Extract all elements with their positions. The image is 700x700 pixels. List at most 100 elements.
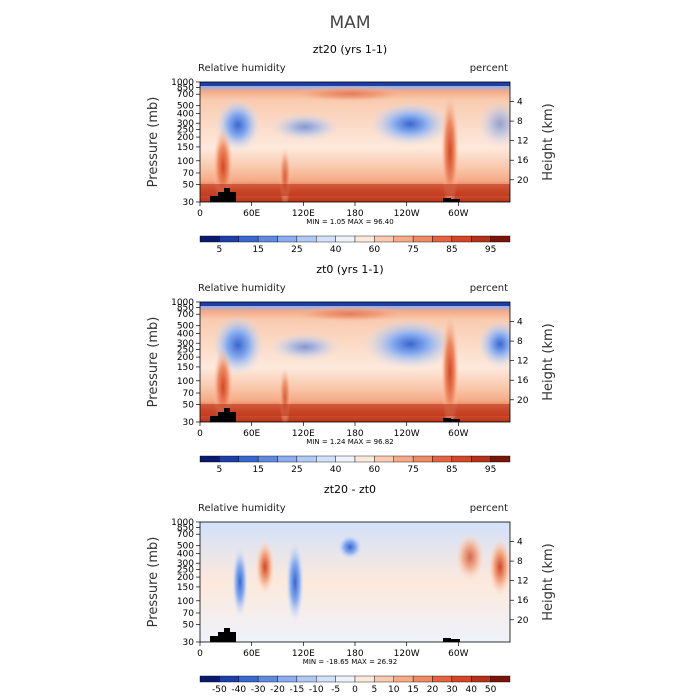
plot-area: 0 60E 120E 180 120W 60W1000850700500400300250… (171, 518, 529, 659)
colorbar-swatch (412, 455, 433, 463)
colorbar-label: 30 (446, 685, 458, 695)
colorbar-label: 40 (330, 465, 342, 475)
colorbar-label: 95 (485, 465, 496, 475)
y-tick-label: 500 (177, 102, 194, 112)
dry-region-pacific-w (270, 113, 340, 141)
upper-moist-band (290, 306, 410, 322)
min-max-text: MIN = 1.24 MAX = 96.82 (306, 438, 393, 446)
x-tick-label: 180 (346, 429, 363, 439)
dry-region-atlantic (478, 100, 510, 148)
x-tick-label: 120W (394, 649, 420, 659)
y-tick-label: 200 (177, 133, 194, 143)
y-tick-label: 50 (183, 181, 195, 191)
colorbar-label: 60 (369, 465, 381, 475)
colorbar-label: -40 (231, 685, 246, 695)
contour-field (200, 522, 510, 642)
colorbar-swatch (490, 235, 511, 243)
y-tick-label: 100 (177, 597, 194, 607)
y-tick-label: 300 (177, 559, 194, 569)
y2-axis-title: Height (km) (541, 323, 556, 400)
y-tick-label: 250 (177, 565, 194, 575)
colorbar-swatch (335, 675, 356, 683)
panel-title: zt20 (yrs 1-1) (313, 43, 387, 56)
colorbar-swatch (374, 235, 394, 243)
colorbar-label: -50 (212, 685, 227, 695)
colorbar-label: 40 (330, 245, 342, 255)
colorbar-label: 75 (407, 245, 418, 255)
topography-block-5 (443, 638, 451, 642)
x-tick-label: 60W (448, 429, 468, 439)
colorbar-label: 85 (446, 465, 457, 475)
panel-variable-label: Relative humidity (198, 63, 286, 74)
y-axis-title: Pressure (mb) (146, 97, 161, 188)
y-tick-label: 100 (177, 157, 194, 167)
colorbar-label: 5 (217, 465, 223, 475)
colorbar-label: 5 (217, 245, 223, 255)
y-axis-title: Pressure (mb) (146, 537, 161, 628)
negative-anomaly-1 (232, 547, 248, 617)
colorbar-swatch (238, 455, 259, 463)
panel-variable-label: Relative humidity (198, 503, 286, 514)
colorbar-swatch (432, 455, 453, 463)
x-tick-label: 120E (292, 649, 315, 659)
colorbar-swatch (451, 455, 472, 463)
panel-title: zt20 - zt0 (324, 483, 376, 496)
colorbar-label: 0 (352, 685, 358, 695)
colorbar-swatch (432, 675, 453, 683)
y2-tick-label: 12 (517, 577, 528, 587)
colorbar-swatch (335, 235, 356, 243)
y-tick-label: 30 (183, 198, 195, 208)
topography-block-3 (224, 628, 230, 642)
colorbar-label: -5 (331, 685, 340, 695)
y-tick-label: 70 (183, 389, 195, 399)
colorbar-swatch (296, 235, 317, 243)
colorbar-swatch (238, 675, 259, 683)
colorbar-label: 5 (372, 685, 378, 695)
y2-tick-label: 4 (517, 538, 523, 548)
x-tick-label: 60E (243, 429, 260, 439)
x-tick-label: 180 (346, 209, 363, 219)
y2-tick-label: 12 (517, 357, 528, 367)
moist-column-amazon (441, 312, 459, 422)
x-tick-label: 120W (394, 429, 420, 439)
y-tick-label: 700 (177, 530, 194, 540)
y-tick-label: 150 (177, 143, 194, 153)
dry-region-pacific-e (370, 102, 450, 146)
colorbar-swatch (393, 675, 414, 683)
colorbar-swatch (451, 675, 472, 683)
y2-axis-title: Height (km) (541, 543, 556, 620)
x-tick-label: 60E (243, 649, 260, 659)
y-tick-label: 1000 (171, 518, 194, 528)
colorbar-swatch (354, 455, 375, 463)
colorbar-swatch (490, 455, 511, 463)
x-tick-label: 0 (197, 429, 203, 439)
topography-block-4 (230, 632, 236, 642)
colorbar-swatch (199, 235, 220, 243)
colorbar: 5 15 25 40 60 75 85 95 (199, 235, 511, 255)
colorbar-label: 20 (427, 685, 439, 695)
panel-unit-label: percent (470, 503, 508, 514)
colorbar-swatch (374, 455, 394, 463)
colorbar-swatch (219, 455, 239, 463)
y-tick-label: 200 (177, 353, 194, 363)
colorbar-swatch (316, 455, 336, 463)
y-tick-label: 250 (177, 345, 194, 355)
y-tick-label: 400 (177, 329, 194, 339)
min-max-text: MIN = -18.65 MAX = 26.92 (303, 658, 397, 666)
colorbar-swatch (490, 675, 511, 683)
colorbar-swatch (393, 235, 414, 243)
y-tick-label: 700 (177, 90, 194, 100)
colorbar-swatch (277, 455, 298, 463)
x-tick-label: 60E (243, 209, 260, 219)
colorbar-label: 15 (252, 465, 263, 475)
panel-variable-label: Relative humidity (198, 283, 286, 294)
y2-axis-title: Height (km) (541, 103, 556, 180)
y-tick-label: 100 (177, 377, 194, 387)
colorbar-swatch (257, 235, 278, 243)
y2-tick-label: 4 (517, 318, 523, 328)
colorbar-swatch (471, 235, 491, 243)
colorbar-label: 75 (407, 465, 418, 475)
moist-column-africa (213, 347, 233, 422)
colorbar-swatch (412, 235, 433, 243)
x-tick-label: 0 (197, 209, 203, 219)
